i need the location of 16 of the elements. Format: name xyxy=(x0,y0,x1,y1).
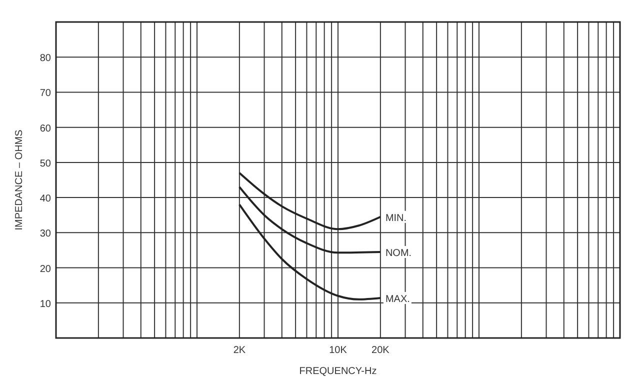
y-tick-label: 30 xyxy=(40,228,52,240)
y-tick-label: 70 xyxy=(40,88,52,100)
y-tick-label: 80 xyxy=(40,53,52,64)
x-tick-label: 10K xyxy=(329,345,348,356)
y-axis-title: IMPEDANCE – OHMS xyxy=(14,129,25,230)
x-tick-label: 20K xyxy=(372,345,390,356)
y-tick-label: 40 xyxy=(40,194,52,205)
x-axis-title: FREQUENCY-Hz xyxy=(299,366,377,377)
series-label: MIN. xyxy=(385,212,407,224)
y-tick-label: 50 xyxy=(40,158,52,170)
series-label: MAX. xyxy=(385,294,410,305)
y-tick-label: 10 xyxy=(40,298,52,310)
series-label: NOM. xyxy=(385,248,412,259)
y-tick-label: 60 xyxy=(40,123,52,134)
x-tick-label: 2K xyxy=(233,345,246,356)
y-tick-label: 20 xyxy=(40,264,52,275)
